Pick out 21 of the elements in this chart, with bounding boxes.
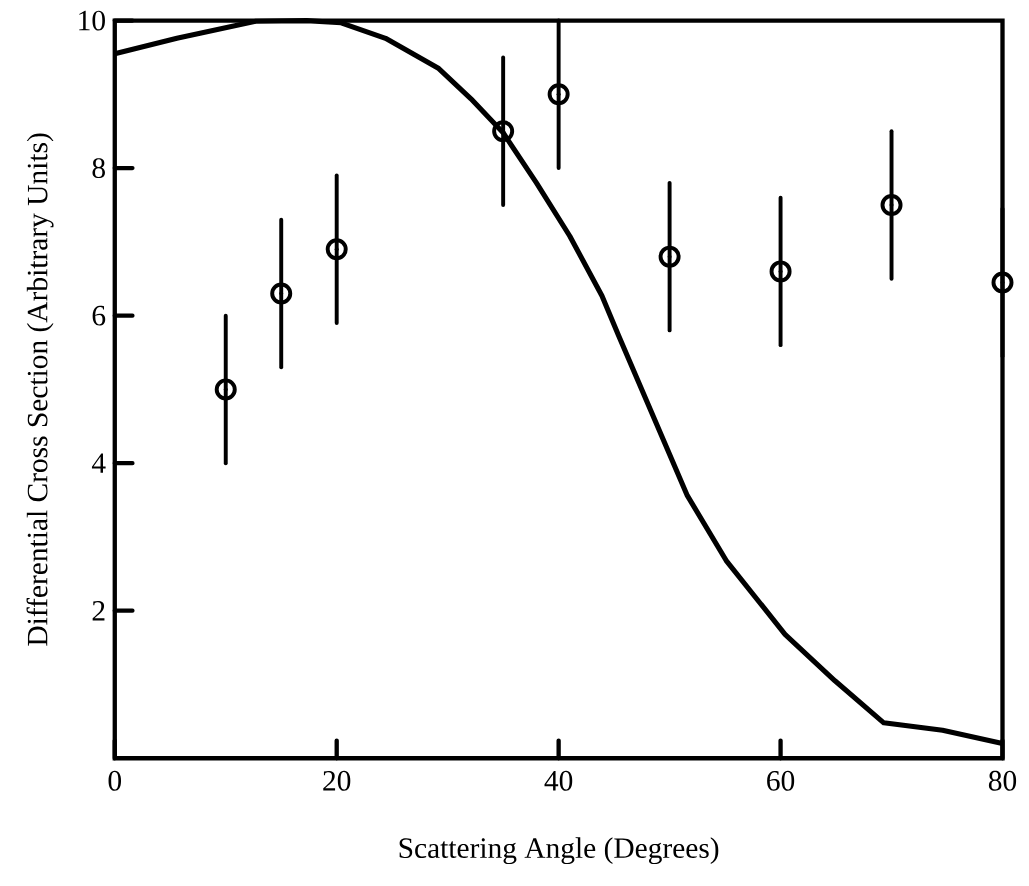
x-tick-label: 0 [108, 770, 122, 791]
point [658, 245, 681, 268]
x-axis-title: Scattering Angle (Degrees) [399, 837, 719, 865]
point [547, 83, 570, 106]
y-tick-label: 2 [92, 601, 105, 621]
point [769, 260, 792, 283]
x-tick-label: 60 [767, 770, 795, 791]
point [325, 238, 348, 261]
y-tick-label: 10 [79, 10, 105, 31]
y-tick-label: 8 [92, 158, 105, 179]
y-tick-label: 6 [92, 305, 106, 326]
point [270, 282, 293, 305]
point [991, 271, 1014, 294]
point [492, 120, 515, 143]
point [880, 194, 903, 217]
x-tick-label: 40 [544, 770, 573, 791]
x-tick-label: 20 [323, 770, 351, 791]
y-axis-title: Differential Cross Section (Arbitrary Units) [26, 133, 54, 646]
y-tick-label: 4 [91, 453, 106, 473]
x-tick-label: 80 [988, 770, 1017, 791]
point [214, 378, 237, 401]
